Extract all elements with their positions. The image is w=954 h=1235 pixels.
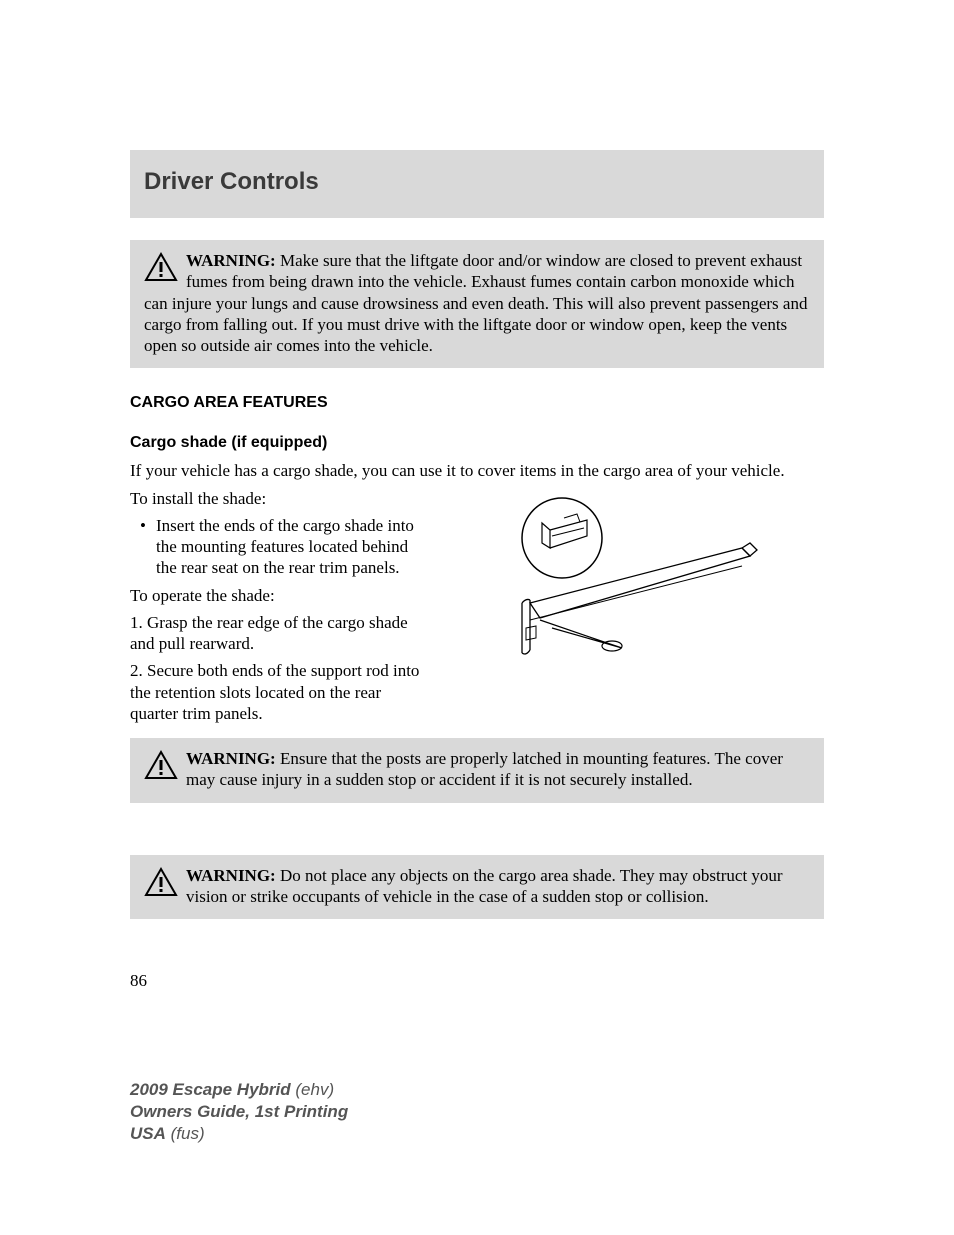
footer-guide: Owners Guide, 1st Printing	[130, 1102, 348, 1121]
intro-text: If your vehicle has a cargo shade, you c…	[130, 460, 824, 481]
warning-icon	[144, 252, 178, 287]
section-heading: CARGO AREA FEATURES	[130, 394, 824, 412]
warning-icon	[144, 867, 178, 902]
warning-label: WARNING:	[186, 251, 276, 270]
footer: 2009 Escape Hybrid (ehv) Owners Guide, 1…	[130, 1079, 348, 1145]
footer-region: USA	[130, 1124, 166, 1143]
warning-body: Do not place any objects on the cargo ar…	[186, 866, 783, 906]
warning-label: WARNING:	[186, 866, 276, 885]
warning-body: Ensure that the posts are properly latch…	[186, 749, 783, 789]
install-label: To install the shade:	[130, 488, 430, 509]
warning-box-liftgate: WARNING: Make sure that the liftgate doo…	[130, 240, 824, 368]
subsection-heading: Cargo shade (if equipped)	[130, 434, 824, 452]
step-1: 1. Grasp the rear edge of the cargo shad…	[130, 612, 430, 655]
cargo-shade-illustration	[492, 488, 782, 678]
chapter-header: Driver Controls	[130, 150, 824, 218]
footer-region-code: (fus)	[166, 1124, 205, 1143]
step-2: 2. Secure both ends of the support rod i…	[130, 660, 430, 724]
footer-model-code: (ehv)	[291, 1080, 334, 1099]
operate-label: To operate the shade:	[130, 585, 430, 606]
warning-icon	[144, 750, 178, 785]
warning-label: WARNING:	[186, 749, 276, 768]
footer-model: 2009 Escape Hybrid	[130, 1080, 291, 1099]
warning-box-latch: WARNING: Ensure that the posts are prope…	[130, 738, 824, 803]
warning-text: WARNING: Ensure that the posts are prope…	[144, 748, 810, 791]
bullet-install: Insert the ends of the cargo shade into …	[130, 515, 430, 579]
page-number: 86	[130, 971, 824, 991]
chapter-title: Driver Controls	[144, 168, 810, 196]
warning-text: WARNING: Make sure that the liftgate doo…	[144, 250, 810, 356]
warning-text: WARNING: Do not place any objects on the…	[144, 865, 810, 908]
warning-box-objects: WARNING: Do not place any objects on the…	[130, 855, 824, 920]
